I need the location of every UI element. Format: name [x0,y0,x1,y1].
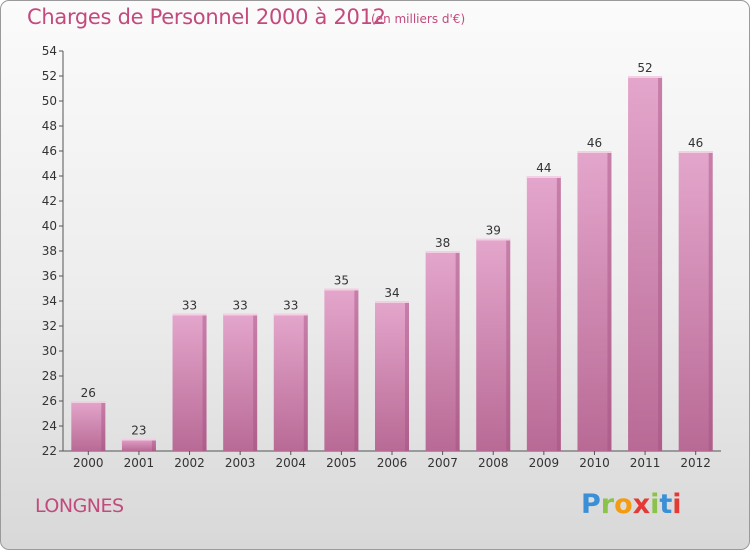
bar-side [354,290,359,451]
bar [375,301,409,451]
bar-side [506,240,511,451]
bar-side [101,403,106,451]
logo-letter: x [632,489,651,520]
bar-side [708,153,713,451]
bar [223,313,258,451]
x-tick-label: 2010 [579,456,610,470]
x-tick-label: 2004 [275,456,306,470]
bar-top-edge [223,313,258,316]
y-tick-label: 32 [42,319,57,333]
bar-value-label: 46 [688,136,703,150]
x-tick-label: 2012 [680,456,711,470]
bar-top-edge [172,313,207,316]
y-tick-label: 44 [42,169,57,183]
bar [577,151,612,451]
bar-top-edge [425,251,460,253]
bar-top-edge [628,76,663,78]
bar-value-label: 33 [182,299,197,313]
bar-top-edge [71,401,106,403]
bar-value-label: 38 [435,236,450,250]
bar [628,76,663,451]
data-labels: 26 23 33 33 33 35 34 38 39 44 46 52 46 [81,61,704,438]
proxiti-logo: Proxiti [581,489,682,520]
logo-letter: t [659,489,673,520]
y-tick-label: 28 [42,369,57,383]
bar [324,288,359,451]
bar-top-edge [375,301,409,303]
bar-value-label: 23 [131,424,146,438]
bar-side [405,303,409,451]
y-tick-label: 54 [42,44,57,58]
y-tick-label: 52 [42,69,57,83]
bar-top-edge [577,151,612,153]
x-tick-label: 2003 [225,456,256,470]
y-tick-label: 40 [42,219,57,233]
bar-side [556,178,561,451]
bar [678,151,713,451]
bar [425,251,460,451]
bar-value-label: 39 [486,224,501,238]
x-tick-label: 2008 [478,456,509,470]
bar [526,176,561,451]
x-tick-label: 2001 [124,456,155,470]
bar-value-label: 33 [283,299,298,313]
bar-value-label: 52 [637,61,652,75]
logo-letter: r [600,489,615,520]
y-tick-label: 48 [42,119,57,133]
bar-side [455,253,460,451]
bar-value-label: 35 [334,274,349,288]
bar-top-edge [476,238,511,241]
bar-value-label: 46 [587,136,602,150]
bar [71,401,106,451]
bar-series [71,76,713,451]
bar-side [303,315,308,451]
bar [121,438,156,451]
x-tick-label: 2011 [630,456,661,470]
logo-letter: o [614,489,633,520]
y-tick-label: 26 [42,394,57,408]
x-tick-label: 2002 [174,456,205,470]
bar-side [151,440,156,451]
bar-side [658,78,663,451]
y-tick-label: 30 [42,344,57,358]
bar-side [202,315,207,451]
chart-subtitle: (en milliers d'€) [371,12,466,26]
y-tick-label: 50 [42,94,57,108]
bar-value-label: 26 [81,386,96,400]
y-tick-label: 42 [42,194,57,208]
bar [172,313,207,451]
bar-top-edge [324,288,359,291]
bar-side [253,315,258,451]
x-tick-label: 2007 [427,456,458,470]
bar-value-label: 44 [536,161,551,175]
bar-top-edge [678,151,713,153]
bar-value-label: 33 [233,299,248,313]
y-tick-label: 36 [42,269,57,283]
bar-top-edge [121,438,156,441]
bar-value-label: 34 [384,286,399,300]
chart-title: Charges de Personnel 2000 à 2012 [27,5,386,29]
y-tick-label: 34 [42,294,57,308]
x-tick-label: 2005 [326,456,357,470]
y-tick-label: 22 [42,444,57,458]
x-tick-label: 2006 [377,456,408,470]
x-tick-label: 2009 [529,456,560,470]
logo-letter: i [650,489,660,520]
bar-top-edge [526,176,561,178]
y-tick-label: 38 [42,244,57,258]
chart-axes: 22 24 26 28 30 32 34 36 38 40 42 44 46 48 50 52 54 2000 20… [42,44,721,470]
bar-top-edge [273,313,308,316]
bar [273,313,308,451]
bar [476,238,511,451]
logo-letter: i [672,489,682,520]
y-tick-label: 24 [42,419,57,433]
y-tick-label: 46 [42,144,57,158]
x-tick-label: 2000 [73,456,104,470]
bar-side [607,153,612,451]
logo-letter: P [581,489,601,520]
commune-name: LONGNES [35,495,124,517]
